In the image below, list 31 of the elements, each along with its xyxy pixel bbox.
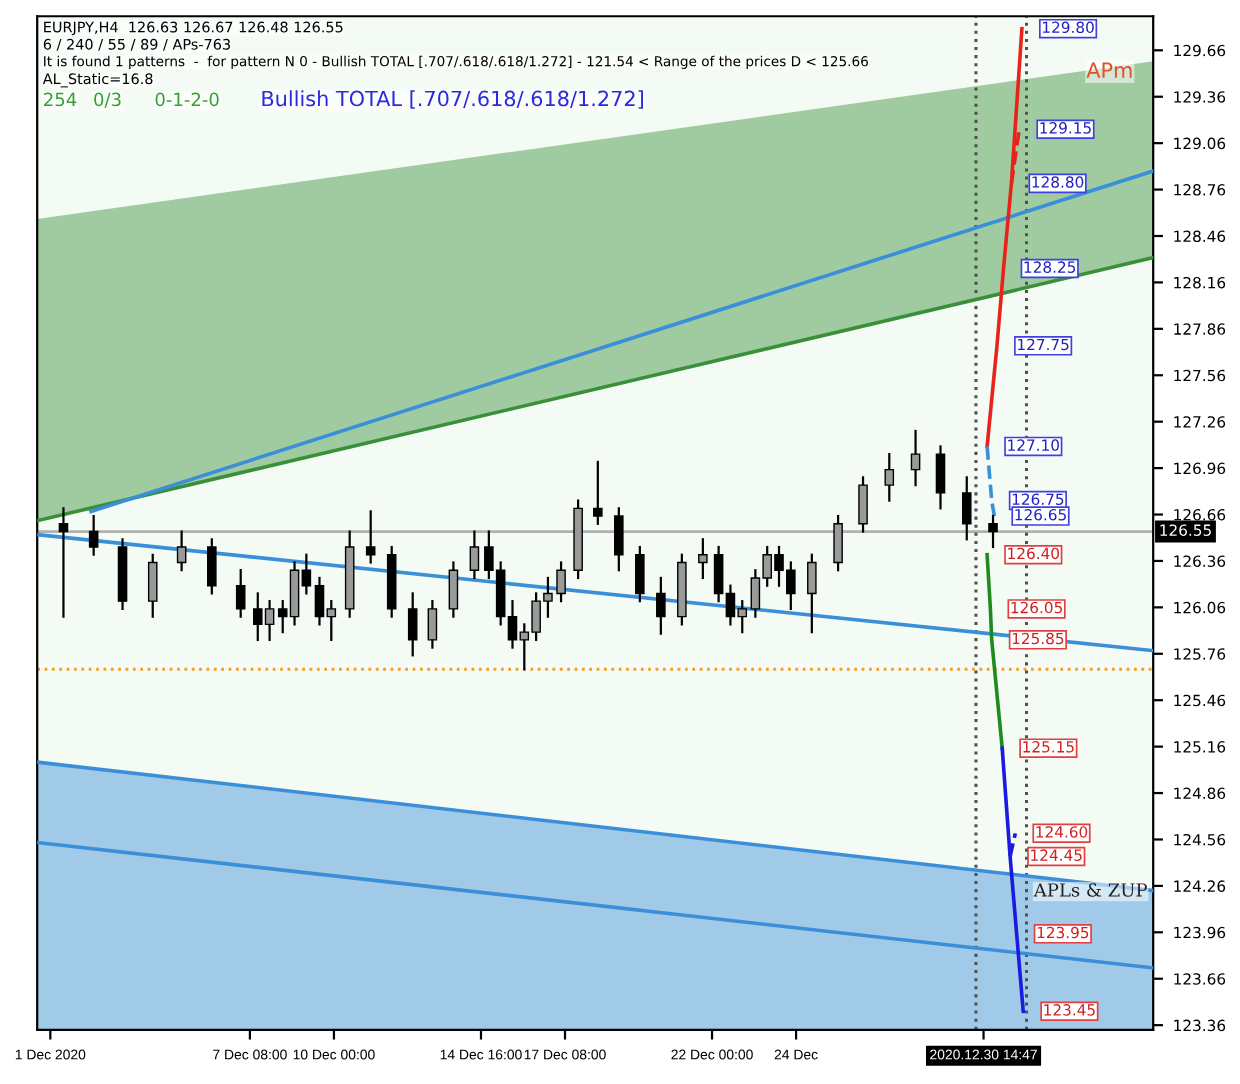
candlestick	[176, 530, 187, 572]
candlestick	[614, 507, 624, 572]
candlestick	[365, 510, 376, 564]
candlestick	[935, 445, 946, 510]
candlestick	[407, 592, 418, 657]
candlestick	[469, 530, 480, 580]
candlestick	[427, 600, 438, 649]
line-series	[1000, 746, 1026, 1014]
annotation: Bullish TOTAL [.707/.618/.618/1.272]	[262, 90, 643, 109]
annotation: 0/3	[94, 92, 121, 108]
annotation: 254	[44, 92, 77, 107]
candlestick	[448, 561, 459, 618]
candlestick	[833, 514, 843, 572]
candlestick	[961, 476, 972, 541]
candlestick	[58, 507, 69, 618]
candlestick	[147, 553, 158, 618]
candlestick	[884, 453, 895, 502]
candlestick	[910, 429, 921, 487]
candlestick	[807, 553, 817, 634]
candlestick	[88, 514, 99, 556]
annotation: APLs & ZUP	[1033, 883, 1147, 897]
candlestick	[235, 569, 246, 618]
candlestick	[858, 476, 868, 533]
annotation: 0-1-2-0	[155, 92, 219, 107]
candlestick	[635, 545, 645, 603]
candlestick	[593, 460, 603, 525]
candlestick	[698, 538, 708, 580]
candlestick	[207, 538, 217, 595]
line-series	[985, 552, 1005, 750]
candlestick	[656, 576, 666, 635]
annotation: APm	[1086, 62, 1132, 78]
